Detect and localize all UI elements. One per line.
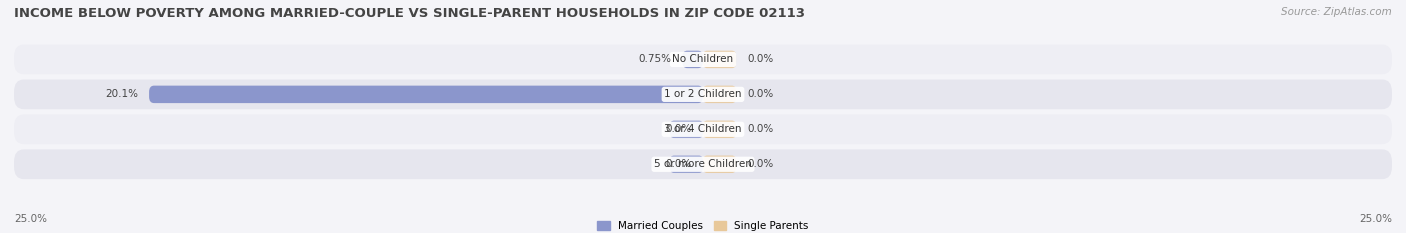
Legend: Married Couples, Single Parents: Married Couples, Single Parents <box>593 217 813 233</box>
FancyBboxPatch shape <box>703 86 737 103</box>
Text: 5 or more Children: 5 or more Children <box>654 159 752 169</box>
Text: 0.0%: 0.0% <box>747 159 773 169</box>
FancyBboxPatch shape <box>682 51 703 68</box>
Text: 25.0%: 25.0% <box>14 214 46 224</box>
FancyBboxPatch shape <box>669 121 703 138</box>
Text: 0.75%: 0.75% <box>638 55 671 64</box>
Text: 20.1%: 20.1% <box>105 89 138 99</box>
FancyBboxPatch shape <box>14 45 1392 74</box>
Text: Source: ZipAtlas.com: Source: ZipAtlas.com <box>1281 7 1392 17</box>
FancyBboxPatch shape <box>669 156 703 173</box>
FancyBboxPatch shape <box>149 86 703 103</box>
Text: 0.0%: 0.0% <box>747 124 773 134</box>
Text: INCOME BELOW POVERTY AMONG MARRIED-COUPLE VS SINGLE-PARENT HOUSEHOLDS IN ZIP COD: INCOME BELOW POVERTY AMONG MARRIED-COUPL… <box>14 7 806 20</box>
Text: 0.0%: 0.0% <box>747 89 773 99</box>
FancyBboxPatch shape <box>703 156 737 173</box>
Text: 25.0%: 25.0% <box>1360 214 1392 224</box>
FancyBboxPatch shape <box>14 79 1392 109</box>
FancyBboxPatch shape <box>703 51 737 68</box>
Text: 3 or 4 Children: 3 or 4 Children <box>664 124 742 134</box>
FancyBboxPatch shape <box>703 121 737 138</box>
Text: No Children: No Children <box>672 55 734 64</box>
FancyBboxPatch shape <box>14 114 1392 144</box>
Text: 0.0%: 0.0% <box>747 55 773 64</box>
Text: 0.0%: 0.0% <box>665 159 692 169</box>
FancyBboxPatch shape <box>14 149 1392 179</box>
Text: 0.0%: 0.0% <box>665 124 692 134</box>
Text: 1 or 2 Children: 1 or 2 Children <box>664 89 742 99</box>
